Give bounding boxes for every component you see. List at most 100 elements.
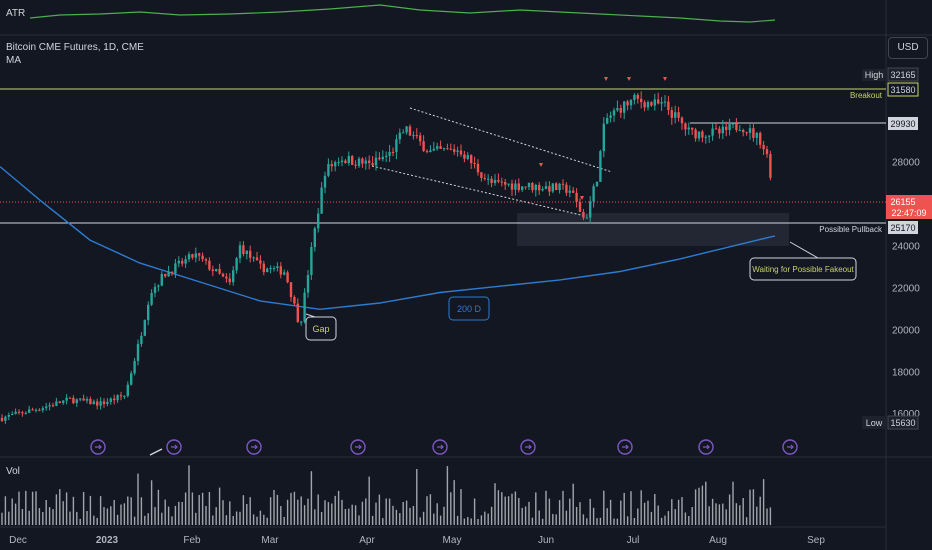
candle-body bbox=[755, 133, 758, 138]
volume-bar bbox=[103, 507, 105, 525]
volume-bar bbox=[38, 508, 41, 525]
volume-bar bbox=[558, 500, 561, 525]
candle-body bbox=[742, 130, 745, 133]
volume-bar bbox=[392, 505, 394, 525]
volume-bar bbox=[242, 495, 245, 525]
candle-body bbox=[235, 258, 238, 271]
candle-body bbox=[140, 335, 143, 344]
volume-bar bbox=[402, 502, 404, 525]
volume-bar bbox=[609, 499, 612, 525]
event-marker[interactable] bbox=[698, 439, 714, 455]
candle-body bbox=[568, 190, 571, 193]
volume-bar bbox=[514, 491, 517, 525]
low-value-tag bbox=[887, 415, 919, 430]
volume-bar bbox=[222, 500, 224, 525]
volume-bar bbox=[735, 503, 738, 525]
time-tick: Jul bbox=[627, 535, 640, 546]
candle-body bbox=[419, 135, 422, 142]
candle-body bbox=[14, 411, 17, 414]
volume-bar bbox=[42, 512, 44, 525]
candle-body bbox=[381, 156, 384, 160]
volume-bar bbox=[715, 503, 717, 525]
volume-bar bbox=[371, 515, 374, 525]
volume-bar bbox=[35, 491, 37, 525]
volume-bar bbox=[701, 485, 704, 525]
candle-body bbox=[504, 182, 507, 185]
volume-bar bbox=[742, 498, 744, 525]
volume-bar bbox=[181, 502, 183, 525]
event-marker[interactable] bbox=[432, 439, 448, 455]
time-tick: Aug bbox=[709, 535, 727, 546]
candle-body bbox=[310, 247, 313, 275]
candle-body bbox=[361, 158, 364, 164]
candle-body bbox=[493, 179, 497, 183]
time-axis[interactable]: Dec 2023 Feb Mar Apr May Jun Jul Aug Sep bbox=[9, 535, 825, 546]
candle-body bbox=[38, 409, 41, 411]
event-marker[interactable] bbox=[617, 439, 633, 455]
volume-bar bbox=[766, 508, 768, 525]
volume-bar bbox=[320, 512, 323, 525]
candle-body bbox=[640, 98, 643, 103]
event-marker[interactable] bbox=[246, 439, 262, 455]
candle-body bbox=[11, 414, 14, 415]
currency-button[interactable]: USD bbox=[888, 37, 928, 59]
candle-body bbox=[405, 126, 408, 133]
event-marker[interactable] bbox=[782, 439, 798, 455]
volume-bar bbox=[698, 487, 700, 525]
ma-label-box[interactable] bbox=[448, 296, 490, 321]
gap-label-box[interactable] bbox=[305, 316, 337, 341]
candle-body bbox=[667, 101, 670, 111]
candle-body bbox=[422, 141, 425, 152]
sell-marker bbox=[539, 163, 543, 167]
volume-bar bbox=[120, 504, 122, 525]
volume-bar bbox=[545, 490, 547, 525]
event-marker[interactable] bbox=[350, 439, 366, 455]
event-marker[interactable] bbox=[520, 439, 536, 455]
low-label: Low bbox=[866, 418, 883, 428]
callout-box[interactable] bbox=[749, 257, 857, 281]
volume-bar bbox=[541, 518, 544, 525]
candle-body bbox=[551, 183, 554, 192]
candle-body bbox=[177, 260, 180, 264]
candle-body bbox=[351, 156, 354, 165]
candle-body bbox=[731, 123, 735, 125]
candle-body bbox=[714, 128, 718, 130]
volume-bar bbox=[286, 499, 289, 525]
breakout-value-tag bbox=[887, 82, 919, 97]
candle-body bbox=[701, 131, 704, 138]
volume-bar bbox=[348, 508, 350, 525]
candle-body bbox=[548, 186, 551, 192]
volume-bar bbox=[745, 517, 748, 525]
candle-body bbox=[510, 183, 514, 190]
volume-bar bbox=[290, 492, 292, 525]
event-marker-arrow bbox=[95, 444, 102, 450]
volume-bar bbox=[626, 516, 629, 525]
volume-bar bbox=[246, 504, 248, 525]
volume-bar bbox=[150, 480, 153, 525]
candle-body bbox=[657, 99, 660, 104]
candle-body bbox=[174, 263, 177, 274]
candle-body bbox=[21, 412, 24, 414]
volume-bar bbox=[62, 501, 64, 525]
channel-lower-line bbox=[371, 165, 586, 217]
candle-body bbox=[558, 183, 561, 190]
event-marker[interactable] bbox=[166, 439, 182, 455]
volume-bar bbox=[705, 481, 707, 525]
volume-bar bbox=[327, 502, 330, 525]
event-markers[interactable] bbox=[90, 439, 798, 455]
volume-bar bbox=[86, 511, 88, 525]
event-marker-arrow bbox=[251, 444, 258, 450]
volume-bar bbox=[212, 515, 214, 525]
demand-zone bbox=[517, 213, 789, 246]
volume-bar bbox=[460, 489, 462, 525]
candle-body bbox=[531, 182, 534, 191]
low-label-bg bbox=[862, 416, 886, 429]
event-marker-arrow bbox=[703, 444, 710, 450]
event-marker[interactable] bbox=[90, 439, 106, 455]
candle-body bbox=[398, 132, 401, 140]
volume-bar bbox=[592, 507, 595, 525]
volume-bar bbox=[59, 489, 61, 525]
candle-body bbox=[160, 274, 163, 286]
volume-bar bbox=[426, 496, 428, 525]
